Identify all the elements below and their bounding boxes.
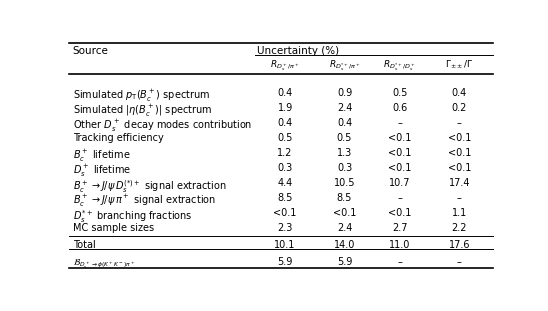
Text: 0.5: 0.5 [337,133,352,143]
Text: $B_c^+$ lifetime: $B_c^+$ lifetime [73,148,130,164]
Text: Simulated $|\eta(B_c^+)|$ spectrum: Simulated $|\eta(B_c^+)|$ spectrum [73,103,212,119]
Text: 0.4: 0.4 [277,118,293,128]
Text: $R_{D_s^{*+}/D_s^+}$: $R_{D_s^{*+}/D_s^+}$ [383,59,416,73]
Text: <0.1: <0.1 [388,163,412,173]
Text: 0.9: 0.9 [337,88,352,98]
Text: 0.2: 0.2 [452,103,467,113]
Text: 8.5: 8.5 [337,193,352,203]
Text: <0.1: <0.1 [273,208,297,218]
Text: <0.1: <0.1 [333,208,356,218]
Text: <0.1: <0.1 [448,133,471,143]
Text: $B_c^+ \to J/\psi\, D_s^{(*)+}$ signal extraction: $B_c^+ \to J/\psi\, D_s^{(*)+}$ signal e… [73,178,226,195]
Text: 14.0: 14.0 [334,240,355,250]
Text: 2.3: 2.3 [277,223,293,233]
Text: –: – [457,193,461,203]
Text: 1.2: 1.2 [277,148,293,158]
Text: $\mathcal{B}_{D_s^+ \to \phi(K^+K^-)\pi^+}$: $\mathcal{B}_{D_s^+ \to \phi(K^+K^-)\pi^… [73,258,135,271]
Text: 10.1: 10.1 [275,240,296,250]
Text: 2.4: 2.4 [337,103,352,113]
Text: 0.4: 0.4 [452,88,467,98]
Text: 0.3: 0.3 [337,163,352,173]
Text: –: – [397,193,402,203]
Text: 17.6: 17.6 [448,240,470,250]
Text: $D_s^+$ lifetime: $D_s^+$ lifetime [73,163,131,179]
Text: 10.7: 10.7 [389,178,410,188]
Text: –: – [457,258,461,267]
Text: Tracking efficiency: Tracking efficiency [73,133,163,143]
Text: 0.5: 0.5 [392,88,408,98]
Text: 5.9: 5.9 [337,258,352,267]
Text: 0.6: 0.6 [392,103,407,113]
Text: 0.4: 0.4 [277,88,293,98]
Text: –: – [397,258,402,267]
Text: <0.1: <0.1 [388,208,412,218]
Text: <0.1: <0.1 [448,163,471,173]
Text: 1.3: 1.3 [337,148,352,158]
Text: $R_{D_s^+/\pi^+}$: $R_{D_s^+/\pi^+}$ [270,59,300,73]
Text: 0.3: 0.3 [277,163,293,173]
Text: 5.9: 5.9 [277,258,293,267]
Text: 4.4: 4.4 [277,178,293,188]
Text: Other $D_s^+$ decay modes contribution: Other $D_s^+$ decay modes contribution [73,118,252,134]
Text: $R_{D_s^{*+}/\pi^+}$: $R_{D_s^{*+}/\pi^+}$ [329,59,361,73]
Text: 1.9: 1.9 [277,103,293,113]
Text: Source: Source [73,46,109,56]
Text: –: – [397,118,402,128]
Text: <0.1: <0.1 [448,148,471,158]
Text: 11.0: 11.0 [389,240,410,250]
Text: 2.7: 2.7 [392,223,408,233]
Text: <0.1: <0.1 [388,148,412,158]
Text: MC sample sizes: MC sample sizes [73,223,154,233]
Text: Total: Total [73,240,95,250]
Text: 10.5: 10.5 [334,178,355,188]
Text: 0.5: 0.5 [277,133,293,143]
Text: 0.4: 0.4 [337,118,352,128]
Text: $\Gamma_{\pm\pm}/\Gamma$: $\Gamma_{\pm\pm}/\Gamma$ [445,59,473,71]
Text: 2.4: 2.4 [337,223,352,233]
Text: Uncertainty (%): Uncertainty (%) [258,46,340,56]
Text: 2.2: 2.2 [452,223,467,233]
Text: $D_s^{*+}$ branching fractions: $D_s^{*+}$ branching fractions [73,208,192,225]
Text: <0.1: <0.1 [388,133,412,143]
Text: Simulated $p_{\rm T}(B_c^+)$ spectrum: Simulated $p_{\rm T}(B_c^+)$ spectrum [73,88,210,104]
Text: –: – [457,118,461,128]
Text: 1.1: 1.1 [452,208,467,218]
Text: $B_c^+ \to J/\psi\, \pi^+$ signal extraction: $B_c^+ \to J/\psi\, \pi^+$ signal extrac… [73,193,216,209]
Text: 8.5: 8.5 [277,193,293,203]
Text: 17.4: 17.4 [448,178,470,188]
